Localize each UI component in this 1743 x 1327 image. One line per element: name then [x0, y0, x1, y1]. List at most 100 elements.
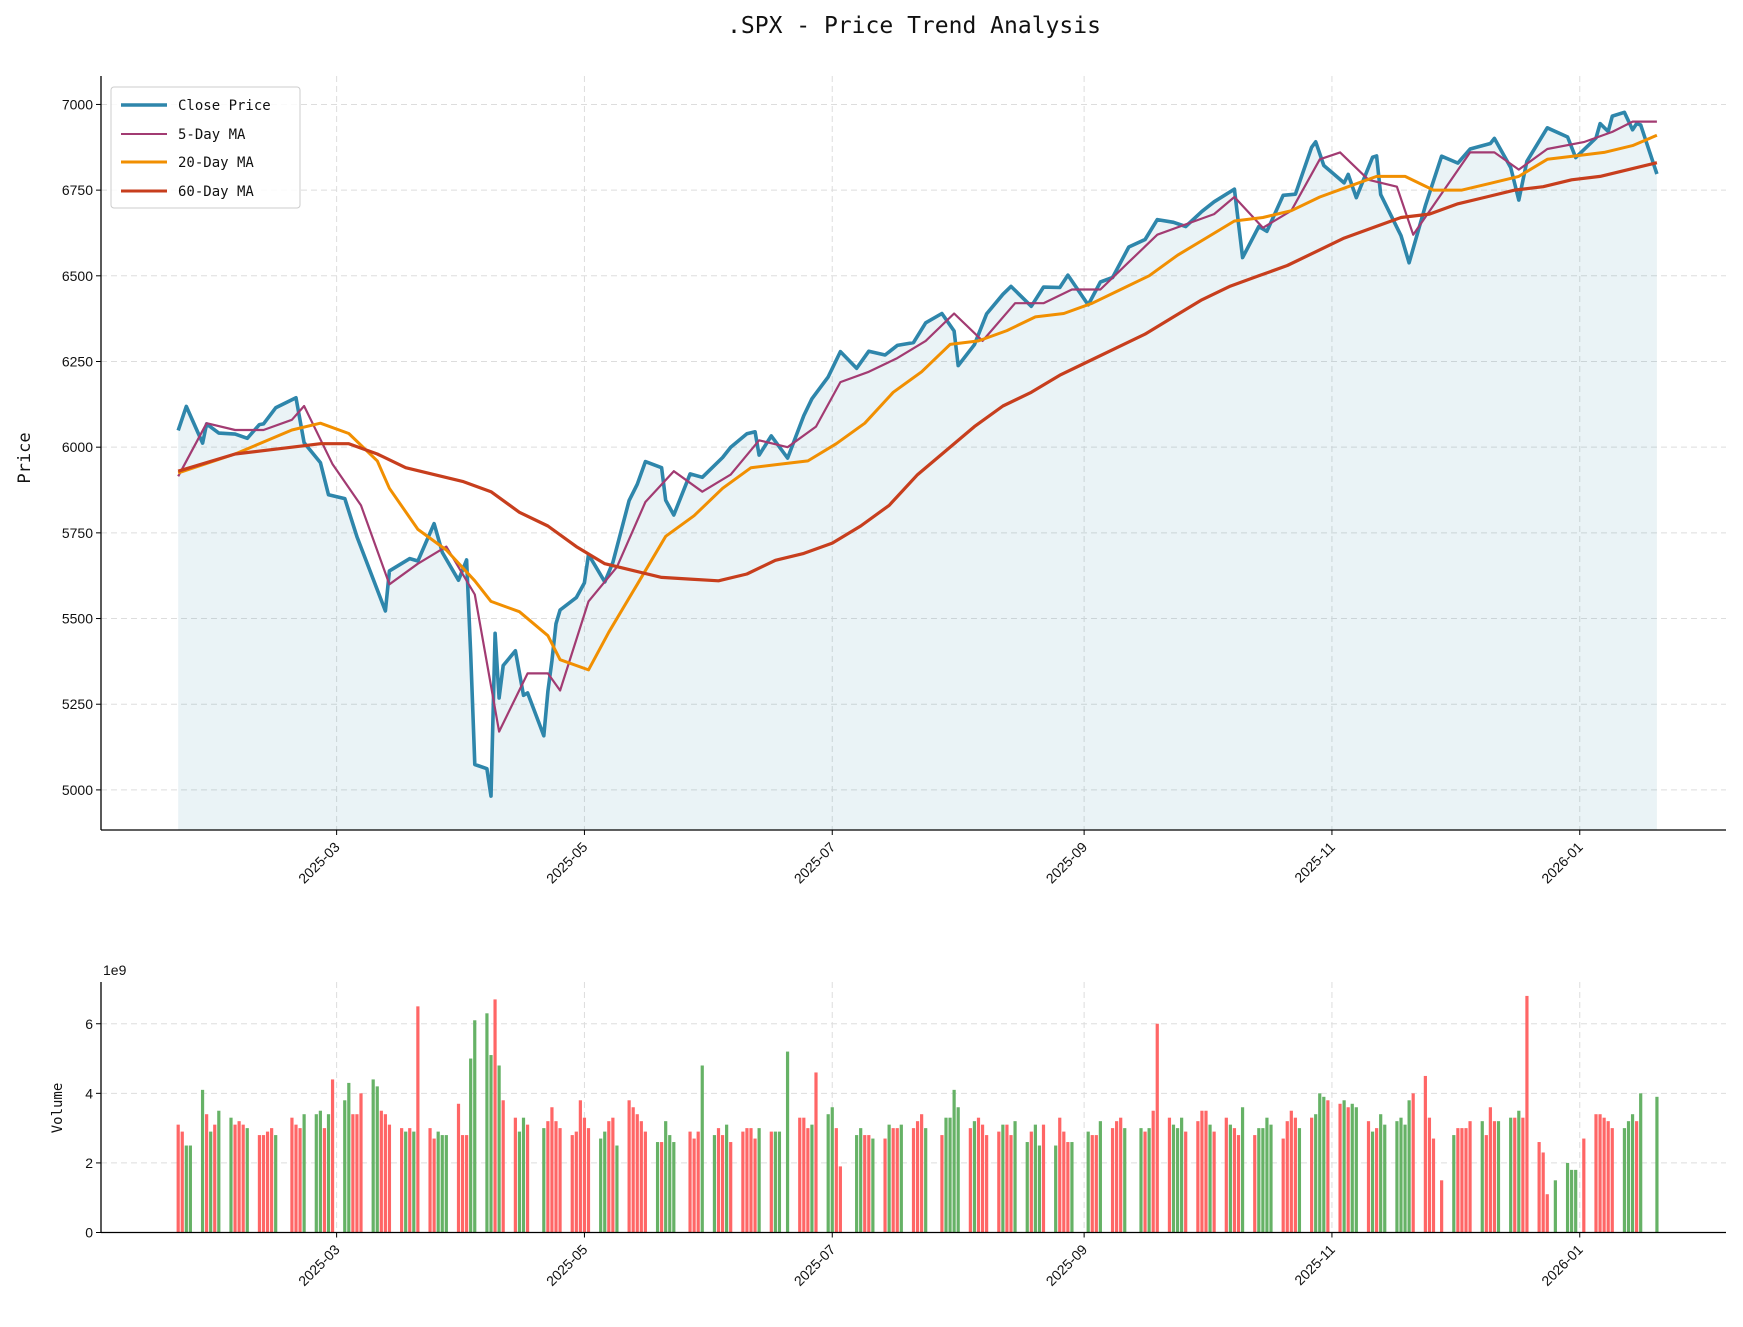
volume-bar: [1297, 1128, 1302, 1233]
volume-bar: [200, 1089, 205, 1233]
volume-bar: [314, 1114, 318, 1233]
volume-bar: [257, 1135, 262, 1233]
volume-bar: [1236, 1135, 1241, 1233]
volume-bar: [688, 1131, 692, 1233]
volume-bar: [1123, 1128, 1127, 1233]
volume-bar: [1496, 1121, 1501, 1233]
volume-bar: [806, 1128, 810, 1233]
volume-bar: [428, 1128, 432, 1233]
volume-bar: [1257, 1128, 1261, 1233]
volume-x-tick-label: 2025-07: [791, 1241, 839, 1289]
volume-bar: [777, 1131, 782, 1233]
legend-label-ma20: 20-Day MA: [178, 155, 254, 171]
volume-bar: [769, 1131, 773, 1233]
volume-bar: [1094, 1135, 1098, 1233]
volume-bar: [753, 1138, 757, 1233]
volume-bar: [493, 999, 497, 1233]
volume-bar: [379, 1110, 383, 1233]
volume-bar: [1468, 1121, 1472, 1233]
volume-bar: [1431, 1138, 1436, 1233]
volume-bar: [834, 1128, 838, 1233]
volume-bar: [469, 1058, 473, 1233]
volume-bar: [1509, 1117, 1513, 1233]
volume-bar: [1399, 1117, 1403, 1233]
volume-bar: [570, 1135, 574, 1233]
volume-bar: [371, 1079, 375, 1233]
volume-bar: [355, 1114, 359, 1233]
volume-bar: [1484, 1135, 1488, 1233]
price-y-tick-label: 7000: [62, 96, 93, 112]
legend: Close Price 5-Day MA 20-Day MA 60-Day MA: [110, 86, 301, 209]
volume-axes: 0 2 4 6 2025-03 2025-05 2025-07 2025-09 2025-11…: [50, 962, 1726, 1289]
price-x-tick-label: 2025-09: [1043, 839, 1091, 887]
volume-x-tick-label: 2025-05: [543, 1241, 591, 1289]
volume-bar: [1005, 1124, 1009, 1233]
volume-bar: [1139, 1128, 1143, 1233]
volume-bar: [1480, 1121, 1484, 1233]
volume-bar: [261, 1135, 266, 1233]
volume-bar: [586, 1128, 591, 1233]
volume-bar: [615, 1145, 619, 1233]
price-lines: [176, 110, 1659, 798]
volume-y-label: Volume: [50, 1083, 66, 1134]
volume-bar: [444, 1135, 448, 1233]
volume-bar: [294, 1124, 298, 1233]
volume-bar: [1407, 1100, 1411, 1233]
volume-bar: [347, 1082, 351, 1233]
volume-bar: [460, 1135, 465, 1233]
volume-bar: [237, 1121, 241, 1233]
volume-bar: [1062, 1131, 1066, 1233]
volume-bar: [1338, 1103, 1342, 1233]
price-grid: [101, 76, 1726, 830]
volume-bar: [1281, 1138, 1285, 1233]
volume-bar: [485, 1013, 489, 1233]
legend-box: [110, 86, 301, 209]
volume-bar: [1269, 1124, 1273, 1233]
volume-y-tick-label: 6: [85, 1016, 93, 1032]
volume-x-tick-label: 2025-11: [1291, 1241, 1338, 1288]
volume-bar: [997, 1131, 1001, 1233]
price-y-tick-label: 5750: [62, 525, 93, 541]
volume-bar: [940, 1135, 944, 1233]
volume-bar: [176, 1124, 180, 1233]
price-x-tick-label: 2026-01: [1538, 839, 1586, 887]
volume-bar: [948, 1117, 952, 1233]
volume-bar: [729, 1142, 733, 1233]
volume-bar: [1488, 1107, 1492, 1233]
volume-x-tick-label: 2025-09: [1043, 1241, 1091, 1289]
series-line-ma5: [177, 120, 1657, 733]
volume-bar: [1525, 995, 1529, 1233]
volume-bar: [1054, 1145, 1058, 1233]
volume-bar: [359, 1093, 363, 1233]
volume-bar: [627, 1100, 631, 1233]
volume-bar: [1370, 1131, 1375, 1233]
volume-bar: [798, 1117, 802, 1233]
volume-bar: [1383, 1124, 1387, 1233]
volume-bar: [1261, 1128, 1265, 1233]
volume-bar: [229, 1117, 233, 1233]
volume-bar: [1553, 1180, 1557, 1233]
volume-bar: [1574, 1169, 1578, 1233]
volume-bar: [1350, 1103, 1354, 1233]
close-price-fill: [178, 112, 1657, 830]
price-x-tick-label: 2025-05: [543, 839, 591, 887]
volume-bar: [1098, 1121, 1102, 1233]
volume-bar: [757, 1128, 761, 1233]
volume-bar: [322, 1128, 327, 1233]
volume-bar: [1212, 1131, 1216, 1233]
volume-bar: [387, 1124, 392, 1233]
volume-bar: [1289, 1110, 1293, 1233]
volume-bar: [1598, 1114, 1602, 1233]
volume-bar: [1423, 1075, 1427, 1233]
volume-bar: [810, 1124, 814, 1233]
volume-bar: [375, 1086, 379, 1233]
volume-bar: [205, 1114, 209, 1233]
volume-bar: [895, 1128, 899, 1233]
volume-bar: [1310, 1117, 1314, 1233]
price-x-tick-label: 2025-07: [791, 839, 839, 887]
volume-bar: [542, 1128, 546, 1233]
volume-bar: [416, 1006, 420, 1233]
volume-bar: [725, 1124, 729, 1233]
volume-y-ticks: 0 2 4 6: [85, 1016, 101, 1241]
